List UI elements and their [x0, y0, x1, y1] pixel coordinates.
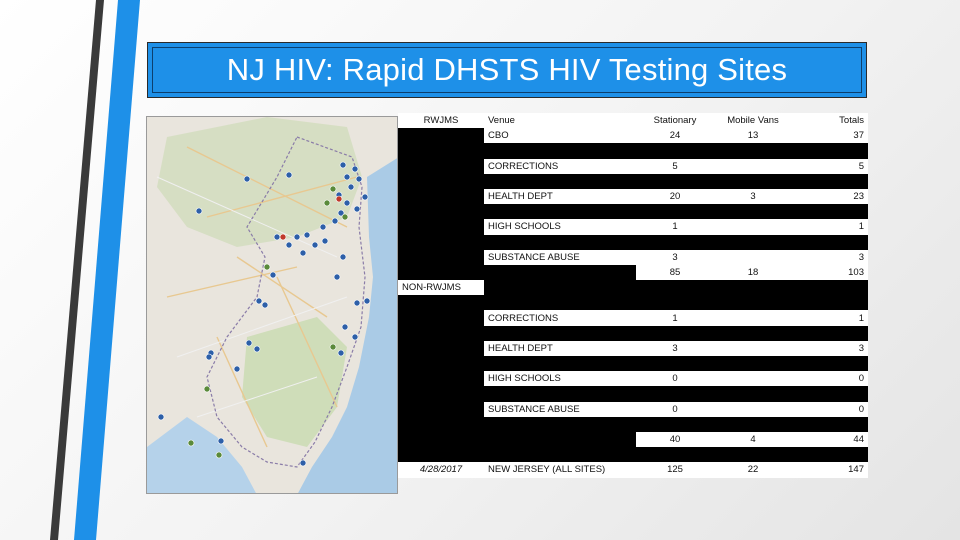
venue-cell: CBO — [484, 128, 636, 144]
mobile-cell — [714, 249, 792, 265]
table-row: HEALTH DEPT 20 3 23 — [398, 188, 868, 205]
footer-stationary: 125 — [636, 462, 714, 478]
row-separator — [398, 143, 868, 159]
header-stationary: Stationary — [636, 113, 714, 129]
footer-venue: NEW JERSEY (ALL SITES) — [484, 462, 636, 478]
stationary-cell: 3 — [636, 340, 714, 356]
header-venue: Venue — [484, 113, 636, 129]
venue-cell: SUBSTANCE ABUSE — [484, 249, 636, 265]
state-border — [206, 136, 366, 468]
title-box: NJ HIV: Rapid DHSTS HIV Testing Sites — [147, 42, 867, 98]
mobile-cell — [714, 310, 792, 326]
mobile-cell: 13 — [714, 128, 792, 144]
site-markers — [157, 161, 371, 467]
subtotal-row-non-rwjms: 40 4 44 — [398, 431, 868, 448]
row-separator — [398, 386, 868, 402]
footer-row-all-sites: 4/28/2017 NEW JERSEY (ALL SITES) 125 22 … — [398, 462, 868, 478]
venue-cell: HEALTH DEPT — [484, 188, 636, 205]
bay-area — [147, 417, 256, 493]
footer-totals: 147 — [792, 462, 868, 478]
totals-cell: 3 — [792, 249, 868, 265]
table-row: HIGH SCHOOLS 1 1 — [398, 219, 868, 235]
stationary-cell: 0 — [636, 371, 714, 387]
subtotal-totals: 44 — [792, 431, 868, 448]
venue-cell: CORRECTIONS — [484, 310, 636, 326]
totals-cell: 37 — [792, 128, 868, 144]
venue-cell: HEALTH DEPT — [484, 340, 636, 356]
accent-bar-dark-shape — [50, 0, 104, 540]
totals-cell: 0 — [792, 401, 868, 417]
stationary-cell: 1 — [636, 310, 714, 326]
stationary-cell: 20 — [636, 188, 714, 205]
accent-bars — [50, 0, 140, 540]
ocean-area — [298, 158, 397, 493]
land-green-north — [157, 117, 362, 247]
land-green-pines — [242, 317, 347, 447]
mobile-cell — [714, 219, 792, 235]
row-separator — [398, 204, 868, 220]
mobile-cell — [714, 158, 792, 174]
accent-bar-blue-shape — [74, 0, 140, 540]
totals-cell: 23 — [792, 188, 868, 205]
table-header-row: RWJMS Venue Stationary Mobile Vans Total… — [398, 113, 868, 129]
venue-cell: HIGH SCHOOLS — [484, 219, 636, 235]
totals-cell: 1 — [792, 310, 868, 326]
subtotal-stationary: 40 — [636, 431, 714, 448]
subtotal-stationary: 85 — [636, 264, 714, 281]
venue-cell: HIGH SCHOOLS — [484, 371, 636, 387]
totals-cell: 3 — [792, 340, 868, 356]
mobile-cell — [714, 401, 792, 417]
mobile-cell — [714, 371, 792, 387]
venue-cell: CORRECTIONS — [484, 158, 636, 174]
row-separator — [398, 234, 868, 250]
totals-cell: 0 — [792, 371, 868, 387]
mobile-cell: 3 — [714, 188, 792, 205]
totals-cell: 5 — [792, 158, 868, 174]
map-graphic — [147, 117, 397, 493]
subtotal-row-rwjms: 85 18 103 — [398, 264, 868, 281]
subtotal-mobile: 18 — [714, 264, 792, 281]
page-title: NJ HIV: Rapid DHSTS HIV Testing Sites — [226, 52, 788, 87]
row-separator — [398, 295, 868, 311]
stationary-cell: 24 — [636, 128, 714, 144]
table-row: HEALTH DEPT 3 3 — [398, 340, 868, 356]
footer-mobile: 22 — [714, 462, 792, 478]
table-row: CBO 24 13 37 — [398, 128, 868, 144]
title-inner: NJ HIV: Rapid DHSTS HIV Testing Sites — [152, 47, 862, 93]
site-markers-red — [279, 195, 343, 241]
nj-map — [146, 116, 398, 494]
stationary-cell: 0 — [636, 401, 714, 417]
row-separator — [398, 416, 868, 432]
stationary-cell: 1 — [636, 219, 714, 235]
table-row: SUBSTANCE ABUSE 0 0 — [398, 401, 868, 417]
subtotal-mobile: 4 — [714, 431, 792, 448]
stationary-cell: 3 — [636, 249, 714, 265]
table-row: CORRECTIONS 5 5 — [398, 158, 868, 174]
totals-cell: 1 — [792, 219, 868, 235]
group-label-rwjms: RWJMS — [398, 113, 484, 129]
group-label-non-rwjms: NON-RWJMS — [398, 280, 484, 296]
report-date: 4/28/2017 — [398, 462, 484, 478]
row-separator — [398, 325, 868, 341]
row-separator — [398, 173, 868, 189]
table-row: HIGH SCHOOLS 0 0 — [398, 371, 868, 387]
subtotal-totals: 103 — [792, 264, 868, 281]
row-separator — [398, 356, 868, 372]
header-totals: Totals — [792, 113, 868, 129]
stationary-cell: 5 — [636, 158, 714, 174]
header-mobile: Mobile Vans — [714, 113, 792, 129]
venue-cell: SUBSTANCE ABUSE — [484, 401, 636, 417]
table-row: SUBSTANCE ABUSE 3 3 — [398, 249, 868, 265]
table-row: CORRECTIONS 1 1 — [398, 310, 868, 326]
group-row-non-rwjms: NON-RWJMS — [398, 280, 868, 296]
mobile-cell — [714, 340, 792, 356]
row-separator — [398, 447, 868, 463]
testing-sites-table: RWJMS Venue Stationary Mobile Vans Total… — [398, 113, 868, 478]
site-markers-green — [187, 185, 349, 459]
